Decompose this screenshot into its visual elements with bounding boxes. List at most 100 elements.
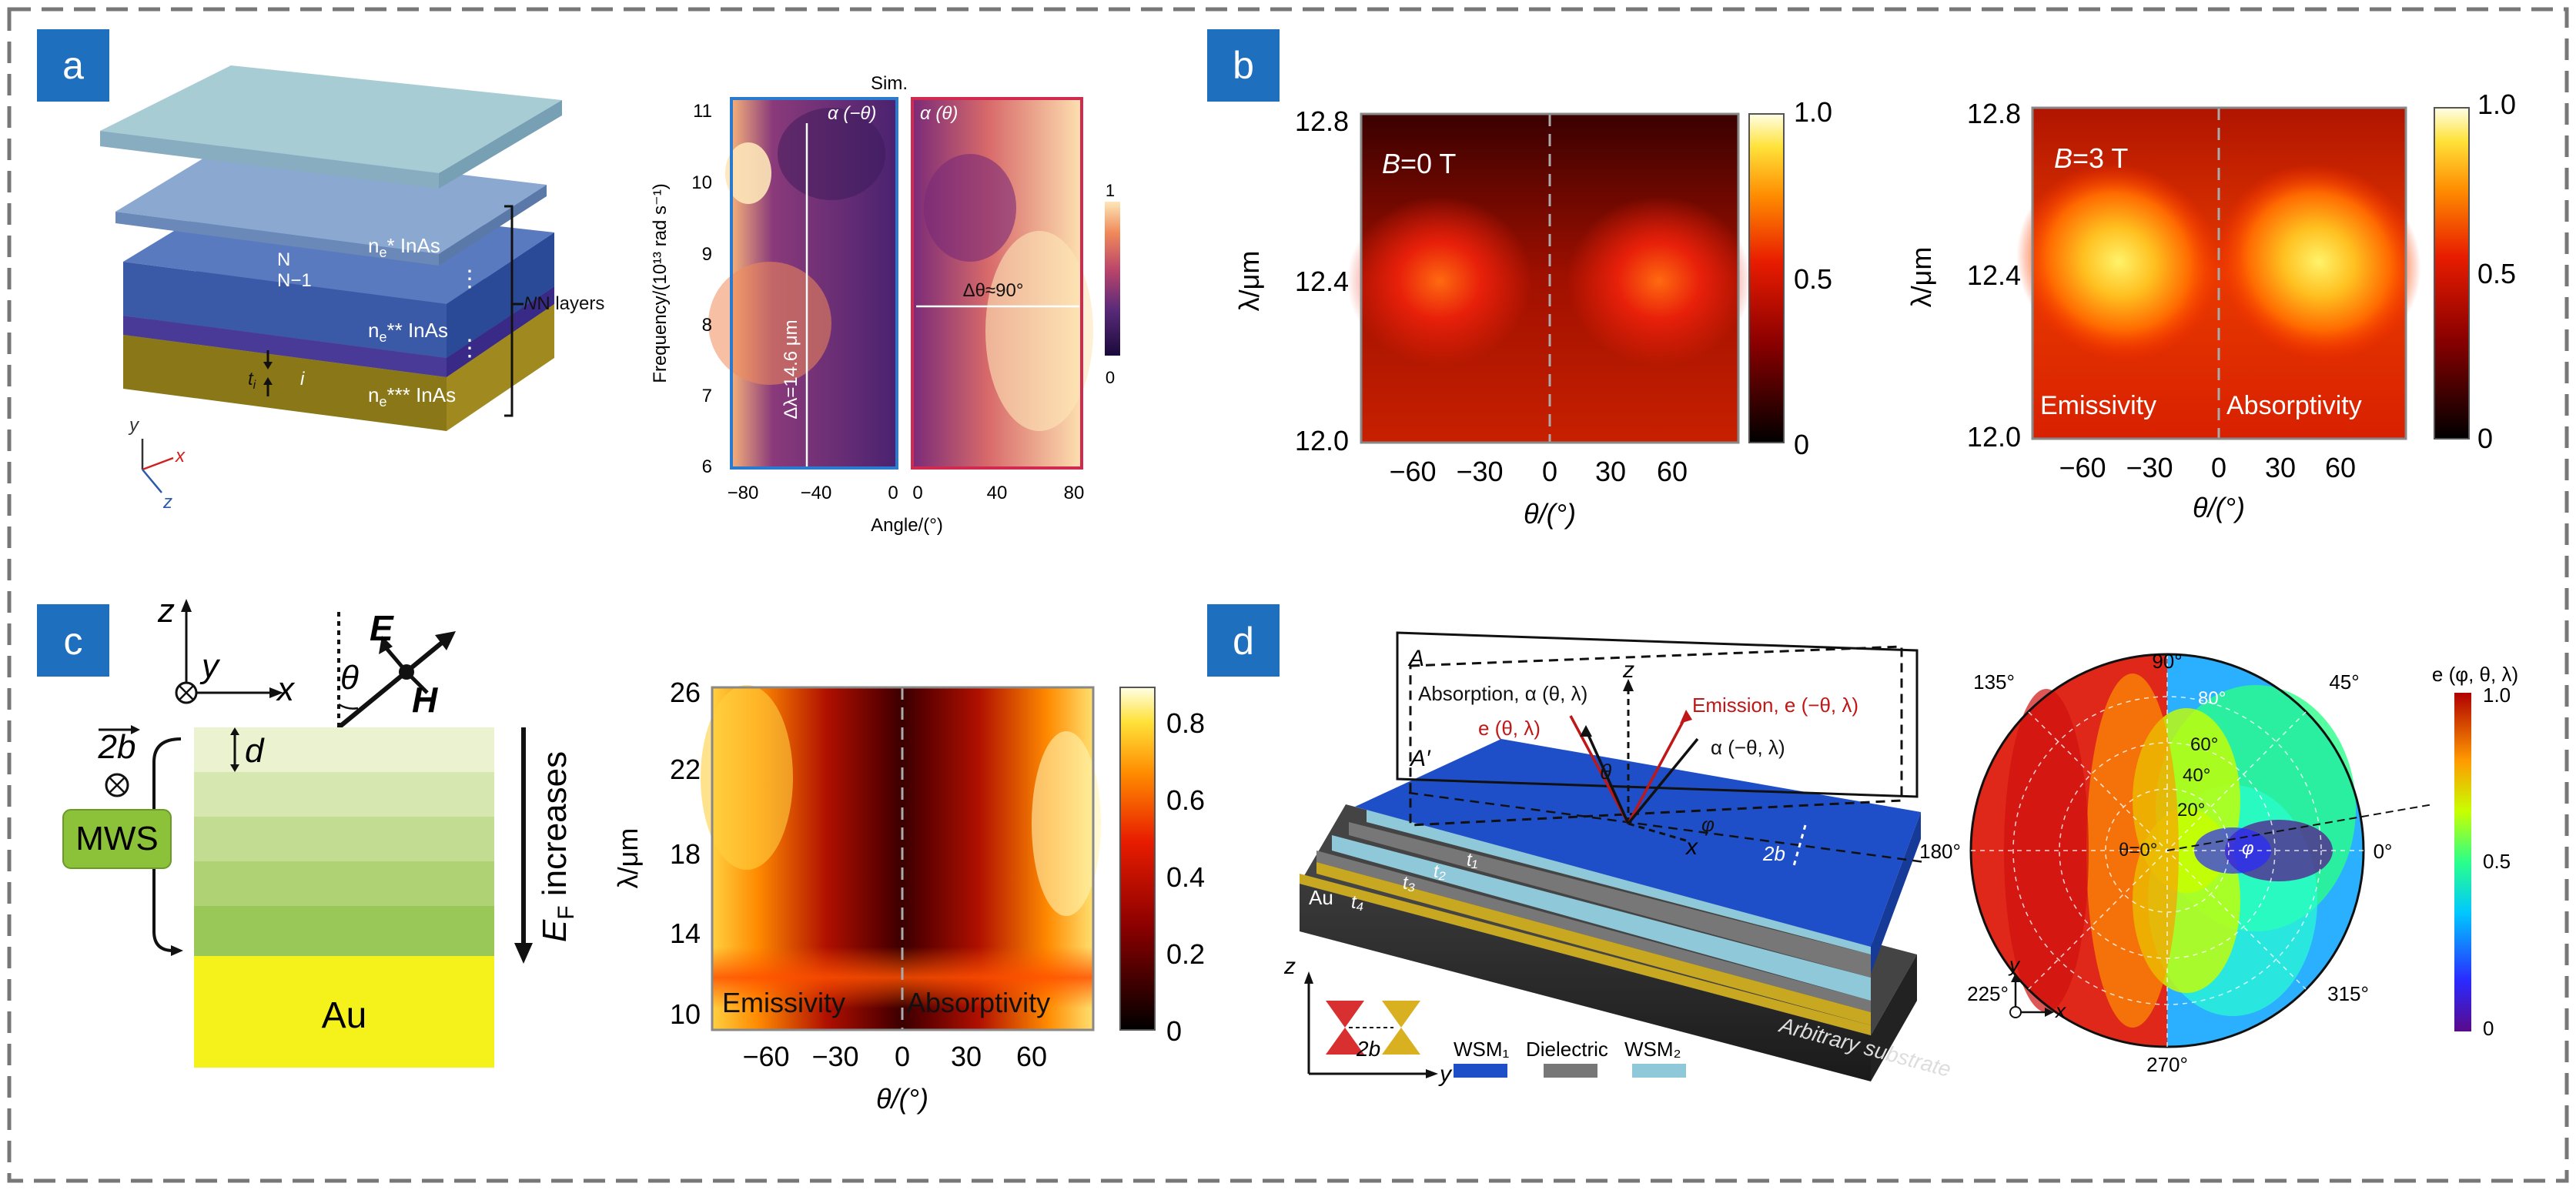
c-ytick-14: 14 xyxy=(670,918,701,949)
b-right-ytick-12-0: 12.0 xyxy=(1967,421,2021,453)
a-ytick-9: 9 xyxy=(702,244,712,265)
d-polar-phi: φ xyxy=(2242,838,2254,859)
ti-label: ti xyxy=(248,369,256,392)
c-layer-5 xyxy=(194,906,494,956)
d-alpha-neg-ray xyxy=(1627,737,1699,825)
c-ytick-22: 22 xyxy=(670,754,701,785)
c-h-field-label: H xyxy=(412,680,438,720)
n-layers-label: NN layers xyxy=(524,293,604,314)
d-a-prime-label: A′ xyxy=(1409,746,1431,771)
a-ytick-10: 10 xyxy=(691,172,712,193)
d-absorption-label: Absorption, α (θ, λ) xyxy=(1418,682,1587,705)
delta-theta-label: Δθ≈90° xyxy=(963,280,1024,301)
c-cbar-08: 0.8 xyxy=(1166,707,1205,739)
c-mws-label: MWS xyxy=(75,820,159,857)
a-ytick-6: 6 xyxy=(702,456,712,477)
c-axis-x: x xyxy=(276,670,296,708)
a-xtick-neg80: −80 xyxy=(728,483,759,503)
d-a-label: A xyxy=(1407,646,1424,671)
d-z-label: z xyxy=(1622,657,1634,683)
d-polar-r40: 40° xyxy=(2183,765,2210,786)
c-xtick-n60: −60 xyxy=(742,1041,789,1072)
axis-z-label: z xyxy=(162,492,172,513)
d-plane-a-prime xyxy=(1409,645,1903,827)
b-right-emissivity: Emissivity xyxy=(2040,391,2156,420)
c-xlabel: θ/(°) xyxy=(876,1083,928,1115)
axis-z-arrow xyxy=(142,469,162,493)
b-left-label: B=0 T xyxy=(1382,148,1456,179)
d-alpha-neg-label: α (−θ, λ) xyxy=(1711,736,1785,759)
a-ytick-11: 11 xyxy=(693,101,712,122)
d-legend-dielectric-swatch xyxy=(1544,1064,1597,1078)
d-polar-0: 0° xyxy=(2374,840,2393,863)
b-right-xtick-30: 30 xyxy=(2265,452,2296,483)
b-left-cbar-0: 0 xyxy=(1794,429,1809,460)
c-axis-z: z xyxy=(157,592,175,630)
a-xtick-40: 40 xyxy=(987,483,1008,503)
d-legend-wsm1-swatch xyxy=(1454,1064,1507,1078)
c-structure-diagram: z y x θ E H Au d xyxy=(62,592,579,1068)
c-layer-4 xyxy=(194,861,494,906)
panel-d-badge xyxy=(1207,604,1280,677)
c-layer-1 xyxy=(194,727,494,772)
a-ylabel: Frequency/(10¹³ rad s⁻¹) xyxy=(650,183,671,383)
d-polar-theta0: θ=0° xyxy=(2119,840,2157,861)
d-phi-label: φ xyxy=(1701,813,1715,836)
axis-x-arrow xyxy=(142,456,174,471)
a-colorbar xyxy=(1105,202,1120,356)
layer-label-i: i xyxy=(300,369,305,389)
b-right-xtick-0: 0 xyxy=(2211,452,2226,483)
d-polar-plot: 90° 45° 0° 315° 270° 225° 180° 135° 80° … xyxy=(1919,650,2518,1076)
b-right-xlabel: θ/(°) xyxy=(2193,492,2245,523)
d-legend-wsm2-swatch xyxy=(1632,1064,1686,1078)
b-right-absorptivity: Absorptivity xyxy=(2226,391,2362,420)
d-2b-label: 2b xyxy=(1762,842,1785,865)
d-colorbar xyxy=(2454,693,2471,1031)
d-polar-315: 315° xyxy=(2327,982,2369,1005)
d-axis-y: y xyxy=(1438,1061,1453,1087)
n-layers-bracket xyxy=(504,205,514,417)
a-xtick-80: 80 xyxy=(1064,483,1085,503)
d-weyl-cone-left-bottom xyxy=(1326,1028,1364,1055)
b-left-cbar-1: 1.0 xyxy=(1794,96,1832,128)
d-theta-label: θ xyxy=(1600,760,1611,784)
panel-d: d Arbitrary substrate Au t₄ t₃ t₂ t₁ xyxy=(1207,604,2518,1087)
c-d-label: d xyxy=(245,732,265,770)
b-left-ylabel: λ/μm xyxy=(1233,251,1265,312)
b-right-ylabel: λ/μm xyxy=(1905,247,1937,308)
b-right-xtick-n60: −60 xyxy=(2059,452,2106,483)
d-legend-wsm2-label: WSM₂ xyxy=(1624,1038,1681,1061)
d-weyl-cone-left-top xyxy=(1326,1001,1364,1028)
d-cbar-title: e (φ, θ, λ) xyxy=(2432,663,2518,686)
alpha-neg-theta-label: α (−θ) xyxy=(828,103,876,124)
layer-label-2: 2 xyxy=(293,426,303,447)
d-x-label: x xyxy=(1684,834,1698,860)
delta-lambda-label: Δλ=14.6 μm xyxy=(781,319,801,419)
c-ytick-26: 26 xyxy=(670,677,701,708)
ne2-label: ne** InAs xyxy=(368,319,448,345)
b-left-colorbar xyxy=(1748,113,1785,443)
d-polar-45: 45° xyxy=(2329,670,2359,694)
c-au-label: Au xyxy=(322,995,367,1036)
panel-a: a N N−1 i 2 xyxy=(37,29,1120,536)
d-legend-wsm1-label: WSM₁ xyxy=(1454,1038,1510,1061)
panel-a-label: a xyxy=(62,44,84,87)
panel-b: b B=0 T 12.8 12.4 12.0 λ/μm −60 −30 0 30… xyxy=(1207,29,2516,530)
d-t4-label: t₄ xyxy=(1351,892,1363,913)
layer-label-1: 1 xyxy=(293,448,303,469)
c-heatmap: Emissivity Absorptivity 26 22 18 14 10 λ… xyxy=(612,677,1205,1115)
c-e-field-label: E xyxy=(370,608,394,648)
d-cbar-1: 1.0 xyxy=(2483,684,2511,707)
panel-c-badge xyxy=(37,604,109,677)
b-left-ytick-12-4: 12.4 xyxy=(1295,266,1349,297)
a-xlabel: Angle/(°) xyxy=(871,515,943,536)
b-left-xtick-0: 0 xyxy=(1542,456,1557,487)
d-t1-label: t₁ xyxy=(1467,850,1477,871)
b-right-ytick-12-4: 12.4 xyxy=(1967,259,2021,291)
b-left-ytick-12-0: 12.0 xyxy=(1295,425,1349,456)
d-weyl-cone-right-bottom xyxy=(1382,1028,1420,1055)
d-weyl-cone-right-top xyxy=(1382,1001,1420,1028)
c-cbar-04: 0.4 xyxy=(1166,861,1205,893)
dots-1: ⋮ xyxy=(458,266,481,292)
